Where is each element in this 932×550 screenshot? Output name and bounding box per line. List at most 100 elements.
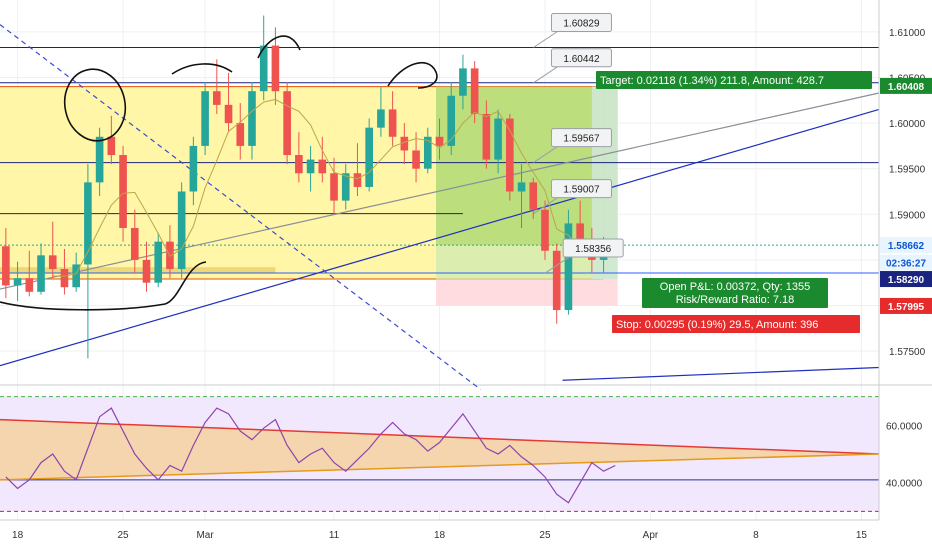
hand-drawn-annotations bbox=[0, 35, 438, 311]
pnl-box bbox=[642, 278, 828, 308]
rsi-lower-trendline bbox=[0, 453, 880, 481]
price-tag-0 bbox=[880, 77, 932, 94]
callout-leader-4 bbox=[544, 256, 570, 274]
callout-box-3 bbox=[550, 179, 612, 199]
candle-body-28 bbox=[330, 173, 338, 201]
candle-body-43 bbox=[506, 118, 514, 192]
lower-trendline bbox=[562, 366, 880, 381]
candle-body-37 bbox=[435, 136, 444, 146]
time-tick-label-8: 15 bbox=[856, 530, 868, 541]
callout-leader-0 bbox=[533, 31, 558, 48]
countdown-tag bbox=[880, 254, 932, 271]
hand-circle bbox=[63, 68, 127, 142]
callout-label-0: 1.60829 bbox=[563, 19, 600, 30]
candle-body-29 bbox=[341, 173, 350, 201]
callout-label-1: 1.60442 bbox=[563, 54, 600, 65]
rsi-polyline bbox=[5, 407, 616, 504]
candle-body-31 bbox=[365, 127, 373, 187]
hand-arc-2 bbox=[257, 35, 301, 59]
rsi-line bbox=[5, 407, 616, 504]
candle-body-39 bbox=[459, 68, 467, 96]
rising-trendline bbox=[0, 108, 880, 367]
moving-average-line bbox=[52, 98, 604, 277]
hand-arc-3 bbox=[387, 61, 438, 89]
candle-body-16 bbox=[189, 145, 198, 192]
candle-body-21 bbox=[248, 91, 256, 146]
time-tick-label-1: 25 bbox=[117, 530, 129, 541]
time-tick-label-5: 25 bbox=[539, 530, 551, 541]
time-tick-label-2: Mar bbox=[196, 530, 214, 541]
candle-body-49 bbox=[576, 223, 584, 242]
hand-bracket bbox=[0, 261, 207, 311]
candle-body-12 bbox=[142, 259, 151, 283]
price-tick-label-0: 1.57500 bbox=[889, 347, 926, 358]
price-tag-3 bbox=[880, 297, 932, 314]
candle-body-17 bbox=[201, 91, 209, 146]
candle-body-2 bbox=[25, 278, 34, 292]
candle-body-6 bbox=[72, 264, 80, 288]
rsi-triangle bbox=[0, 419, 879, 480]
candle-body-25 bbox=[295, 155, 303, 174]
candle-body-0 bbox=[2, 246, 10, 286]
candle-body-19 bbox=[224, 104, 233, 124]
price-tag-label-0: 1.60408 bbox=[888, 82, 925, 93]
callout-box-0 bbox=[550, 13, 612, 33]
callout-leader-2 bbox=[533, 146, 558, 164]
time-tick-label-7: 8 bbox=[753, 530, 759, 541]
candle-body-40 bbox=[470, 68, 479, 114]
stop-box bbox=[612, 315, 860, 333]
candle-body-45 bbox=[529, 182, 538, 210]
callout-box-1 bbox=[550, 48, 612, 68]
candle-body-34 bbox=[400, 136, 409, 151]
candle-body-48 bbox=[564, 223, 573, 311]
price-tag-2 bbox=[880, 271, 932, 288]
candle-body-36 bbox=[423, 136, 432, 169]
candles bbox=[2, 15, 608, 359]
candle-body-41 bbox=[482, 113, 491, 160]
time-tick-label-4: 18 bbox=[434, 530, 446, 541]
stop-zone bbox=[435, 279, 618, 306]
candle-body-46 bbox=[541, 209, 549, 251]
rsi-tick-label-0: 40.0000 bbox=[886, 479, 923, 490]
level-callouts: 1.60829 1.60442 1.59567 1.59007 1.58356 bbox=[533, 13, 624, 274]
price-tag-1 bbox=[880, 237, 932, 254]
price-tag-label-3: 1.57995 bbox=[888, 302, 925, 313]
candle-body-35 bbox=[412, 150, 420, 169]
candle-body-3 bbox=[37, 255, 45, 292]
rsi-upper-trendline bbox=[0, 418, 880, 455]
price-tick-label-5: 1.60000 bbox=[889, 119, 926, 130]
price-tag-label-2: 1.58290 bbox=[888, 275, 925, 286]
candle-body-7 bbox=[84, 182, 92, 265]
price-tick-label-7: 1.61000 bbox=[889, 28, 926, 39]
candle-body-10 bbox=[119, 155, 127, 228]
candle-body-8 bbox=[95, 136, 104, 183]
candle-body-15 bbox=[177, 191, 186, 270]
candle-body-42 bbox=[494, 118, 502, 160]
callout-leader-1 bbox=[533, 66, 558, 84]
candle-body-11 bbox=[130, 227, 139, 260]
callout-label-3: 1.59007 bbox=[563, 185, 600, 196]
candle-body-9 bbox=[107, 136, 116, 156]
countdown-tag-label: 02:36:27 bbox=[886, 259, 926, 270]
callout-box-4 bbox=[562, 238, 624, 258]
rsi-panel bbox=[0, 384, 932, 512]
candle-body-23 bbox=[271, 45, 280, 92]
callout-box-2 bbox=[550, 128, 612, 148]
candle-body-18 bbox=[213, 91, 221, 105]
stop-text: Stop: 0.00295 (0.19%) 29.5, Amount: 396 bbox=[616, 319, 818, 331]
candle-body-22 bbox=[259, 45, 268, 92]
candle-body-26 bbox=[306, 159, 315, 174]
candle-body-5 bbox=[60, 269, 69, 288]
open-pnl-text: Open P&L: 0.00372, Qty: 1355 bbox=[660, 281, 810, 293]
trade-info-boxes: Target: 0.02118 (1.34%) 211.8, Amount: 4… bbox=[596, 71, 872, 333]
candle-body-20 bbox=[236, 123, 245, 146]
risk-reward-text: Risk/Reward Ratio: 7.18 bbox=[676, 294, 795, 306]
candle-body-24 bbox=[283, 91, 291, 156]
candle-body-30 bbox=[353, 173, 362, 187]
candle-body-4 bbox=[48, 255, 57, 270]
support-strip bbox=[0, 267, 276, 274]
candle-body-38 bbox=[447, 95, 456, 146]
price-tag-label-1: 1.58662 bbox=[888, 241, 925, 252]
candle-body-1 bbox=[13, 278, 22, 286]
